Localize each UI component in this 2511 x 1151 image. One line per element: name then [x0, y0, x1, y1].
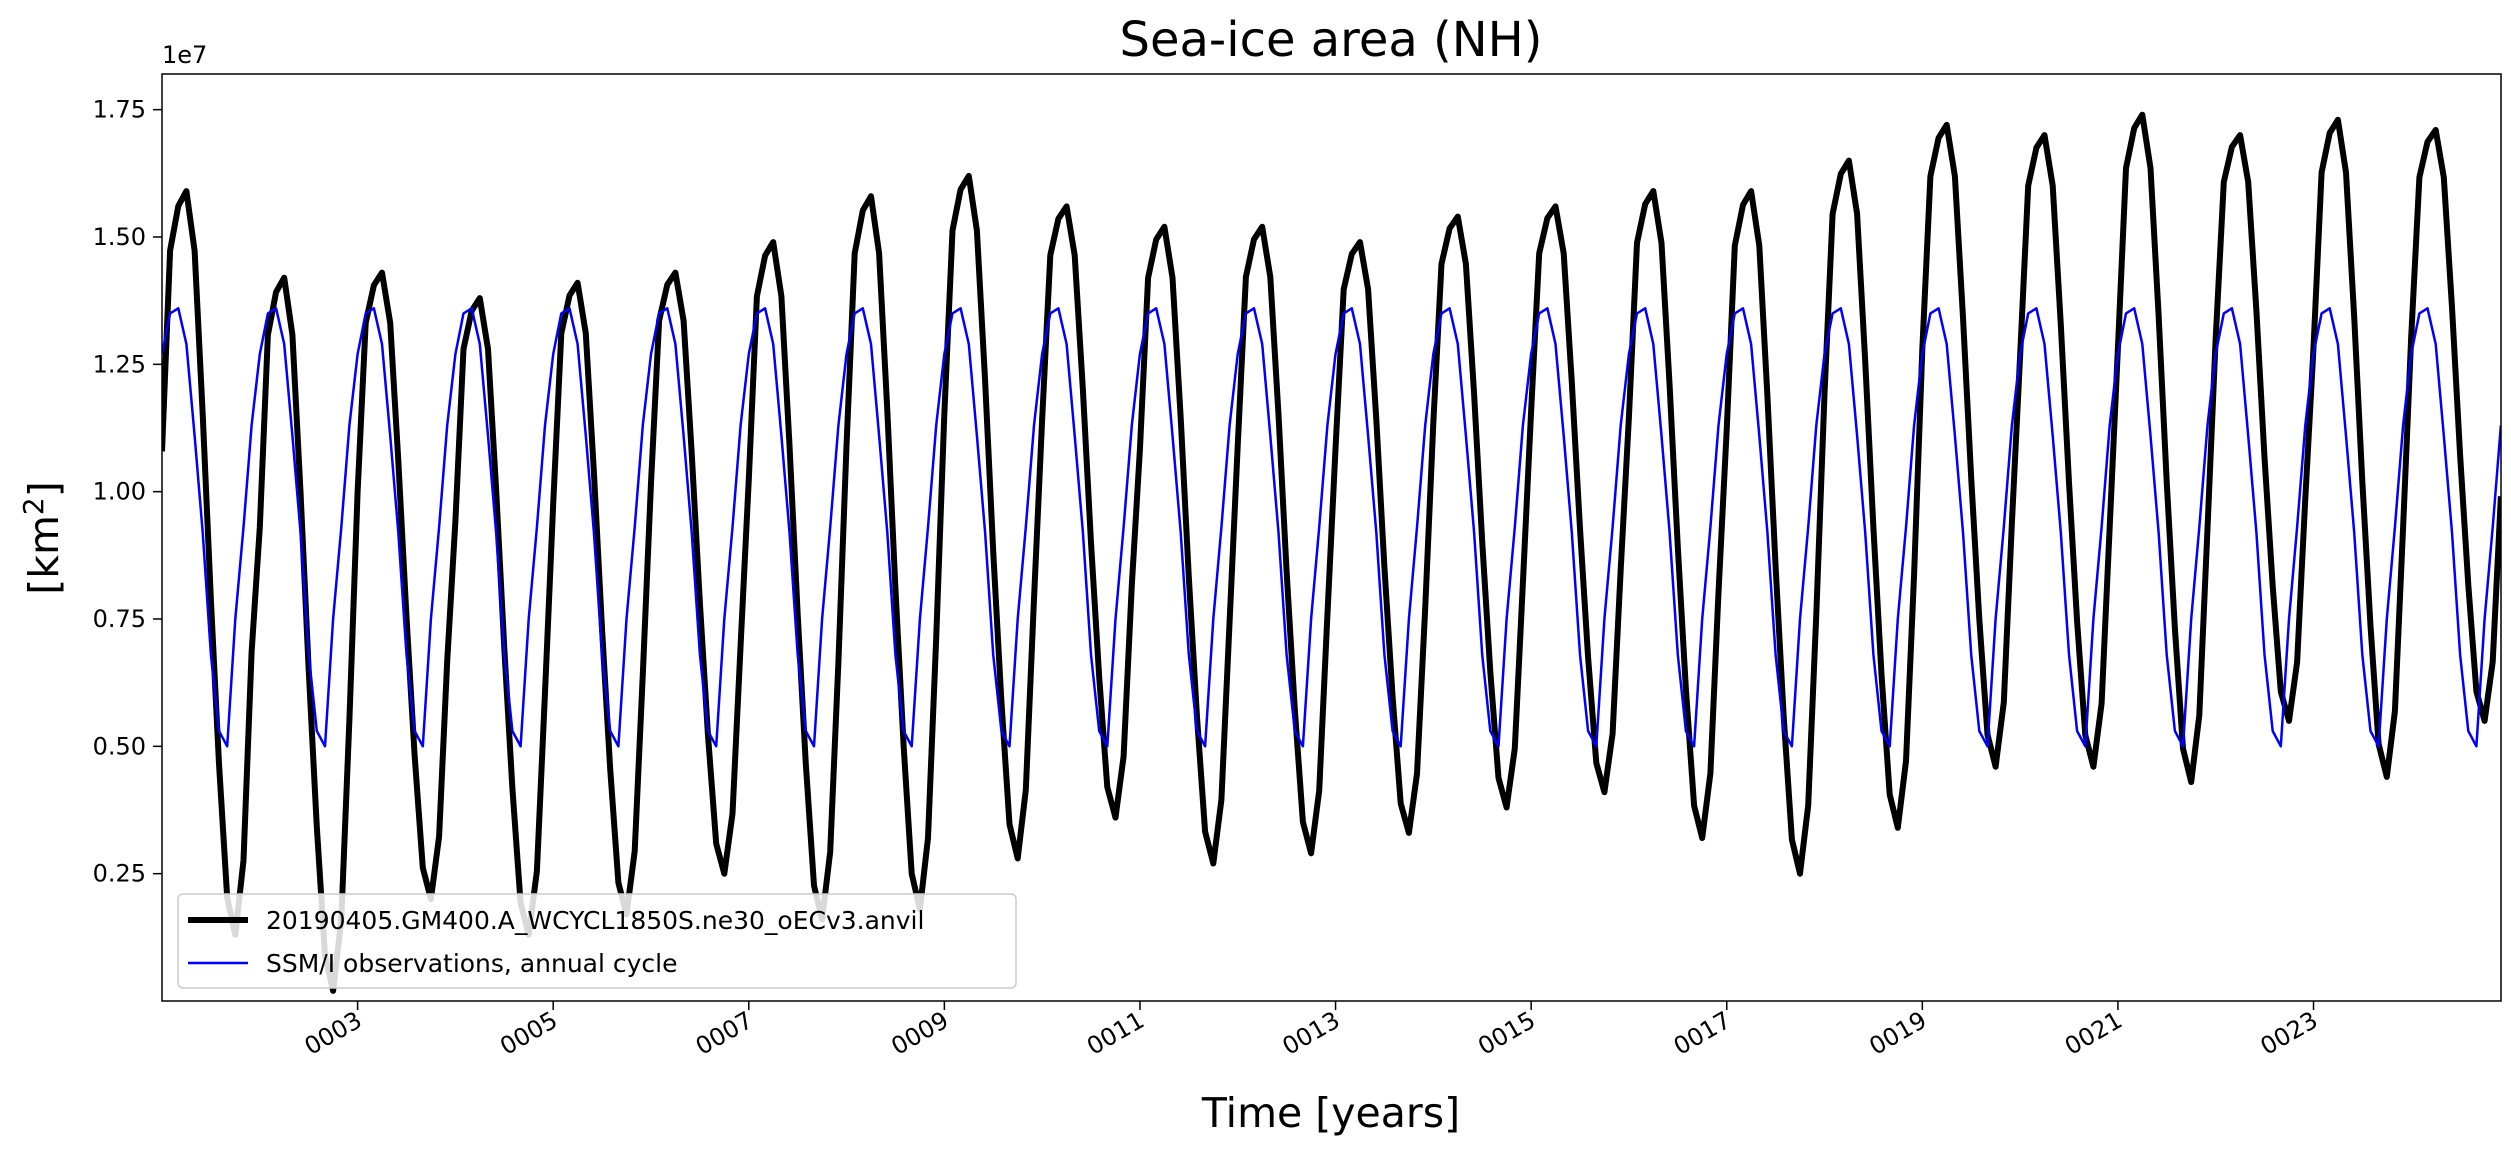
- y-tick-label: 1.00: [93, 478, 146, 506]
- legend-box: [177, 893, 1017, 989]
- series-line-model: [162, 111, 2501, 994]
- y-tick-label: 0.25: [93, 860, 146, 888]
- y-axis: 0.25 0.50 0.75 1.00 1.25 1.50 1.75: [93, 96, 162, 888]
- y-axis-title-sup: 2: [17, 497, 50, 515]
- legend-label-observations: SSM/I observations, annual cycle: [266, 949, 678, 978]
- legend-label-model: 20190405.GM400.A_WCYCL1850S.ne30_oECv3.a…: [266, 906, 924, 935]
- y-tick-label: 1.50: [93, 223, 146, 251]
- series-line-observations: [162, 307, 2501, 748]
- y-tick-label: 0.75: [93, 605, 146, 633]
- y-axis-title-main: [km: [20, 515, 68, 595]
- y-offset-label: 1e7: [162, 41, 207, 69]
- series-layer: [162, 111, 2501, 994]
- y-tick-label: 1.25: [93, 350, 146, 378]
- legend: 20190405.GM400.A_WCYCL1850S.ne30_oECv3.a…: [177, 893, 1017, 989]
- chart-title: Sea-ice area (NH): [1120, 12, 1543, 68]
- y-axis-title: [km2]: [17, 481, 68, 595]
- x-axis-title: Time [years]: [1201, 1089, 1460, 1137]
- y-tick-label: 0.50: [93, 732, 146, 760]
- y-tick-label: 1.75: [93, 96, 146, 124]
- plot-frame: [161, 73, 2502, 1002]
- y-axis-title-close: ]: [20, 481, 68, 497]
